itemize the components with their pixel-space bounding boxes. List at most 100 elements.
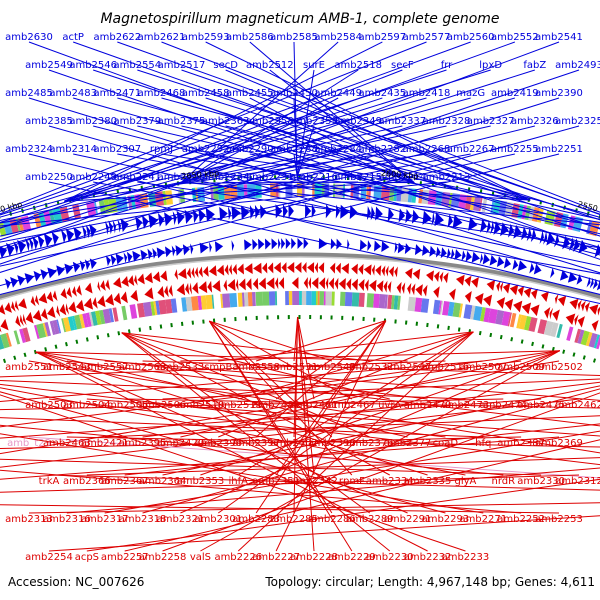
gene-leader-line — [137, 181, 600, 249]
gene-label: amb2321 — [157, 514, 205, 525]
gene-leader-line — [64, 153, 383, 202]
gene-label: amb2622 — [93, 32, 141, 43]
gene-leader-line — [93, 69, 600, 237]
gene-leader-line — [0, 41, 471, 215]
kbp-label: 2650 kbp — [181, 169, 219, 181]
gene-label: amb2316 — [43, 514, 91, 525]
gene-label: amb2504 — [63, 400, 111, 411]
gene-leader-line — [208, 320, 333, 438]
gene-label: amb2387 — [497, 438, 545, 449]
gene-leader-line — [180, 350, 560, 362]
gene-leader-line — [0, 436, 560, 480]
gene-leader-line — [297, 316, 315, 476]
gene-label: amb2252 — [497, 514, 545, 525]
gene-label: fabZ — [523, 60, 546, 71]
gene-label: amb2328 — [423, 116, 471, 127]
gene-label: amb2349 — [334, 116, 382, 127]
gene-leader-line — [66, 436, 600, 448]
gene-label: amb2458 — [182, 88, 230, 99]
gene-label: amb2475 — [517, 400, 565, 411]
gene-label: amb2213 — [423, 172, 471, 183]
gene-leader-line — [73, 153, 600, 267]
gene-label: amb2586 — [226, 32, 274, 43]
gene-label: amb2593 — [182, 32, 230, 43]
gene-label: amb2271 — [459, 514, 507, 525]
gene-leader-line — [121, 332, 371, 514]
gene-leader-line — [180, 181, 359, 184]
gene-label: amb2241 — [113, 172, 161, 183]
gene-label: amb2250 — [25, 172, 73, 183]
gene-label: amb2215 — [334, 172, 382, 183]
gene-label: amb2380 — [69, 116, 117, 127]
gene-label: amb2455 — [226, 88, 274, 99]
gene-label: amb2254 — [25, 552, 73, 563]
gene-label: amb2307 — [93, 144, 141, 155]
gene-leader-line — [205, 153, 531, 201]
gene-leader-line — [0, 380, 466, 400]
gene-label: amb2507 — [459, 362, 507, 373]
gene-label: amb2282 — [358, 144, 406, 155]
gene-leader-line — [180, 153, 339, 184]
gene-leader-line — [180, 350, 560, 514]
gene-label: amb2563 — [119, 362, 167, 373]
gene-label: amb2267 — [447, 144, 495, 155]
gene-label: amb2554 — [113, 60, 161, 71]
gene-label: amb2435 — [358, 88, 406, 99]
gene-leader-line — [86, 398, 600, 437]
gene-label: amb2418 — [403, 88, 451, 99]
gene-label: amb2512 — [246, 60, 294, 71]
gene-label: amb2471 — [93, 88, 141, 99]
gene-leader-line — [293, 316, 299, 514]
gene-leader-line — [0, 474, 580, 493]
gene-label: amb2337 — [378, 116, 426, 127]
gene-leader-line — [162, 385, 600, 476]
gene-leader-line — [0, 433, 484, 514]
gene-label: amb2506 — [139, 400, 187, 411]
gene-label: amb2621 — [138, 32, 186, 43]
gene-leader-line — [0, 41, 516, 229]
gene-leader-line — [137, 69, 600, 221]
gene-leader-line — [121, 332, 390, 400]
gene-label: amb2251 — [535, 144, 583, 155]
gene-leader-line — [269, 69, 415, 184]
gene-leader-line — [209, 320, 353, 400]
gene-leader-line — [0, 360, 560, 455]
reverse-gene-arrows — [0, 262, 600, 316]
gene-leader-line — [117, 97, 600, 229]
gene-leader-line — [142, 388, 600, 514]
gene-label: amb2549 — [25, 60, 73, 71]
gene-label: valS — [190, 552, 211, 563]
gene-leader-line — [249, 153, 415, 184]
gene-label: smpB — [204, 362, 232, 373]
gene-label: amb2483 — [49, 88, 97, 99]
gene-label: lpxD — [479, 60, 502, 71]
gene-label: actP — [62, 32, 84, 43]
gene-leader-line — [28, 436, 600, 479]
gene-leader-line — [64, 69, 403, 202]
gene-label: amb2379 — [113, 116, 161, 127]
gene-label: amb2312 — [555, 476, 600, 487]
gene-label: amb2533 — [157, 362, 205, 373]
gene-leader-line — [28, 97, 600, 274]
gene-label: amb2342 — [290, 476, 338, 487]
gene-leader-line — [0, 398, 542, 439]
gene-label: amb2228 — [290, 552, 338, 563]
gene-leader-line — [205, 97, 531, 201]
gene-label: amb2546 — [69, 60, 117, 71]
gene-label: amb2291 — [384, 514, 432, 525]
gene-label: acpS — [75, 552, 99, 563]
gene-leader-line — [249, 97, 415, 184]
genome-axis — [0, 252, 600, 301]
gene-label: amb2253 — [535, 514, 583, 525]
gene-label: amb2517 — [158, 60, 206, 71]
gene-label: amb2255 — [491, 144, 539, 155]
gene-leader-line — [0, 125, 580, 287]
gene-leader-line — [0, 97, 427, 218]
gene-label: amb2375 — [158, 116, 206, 127]
gene-leader-line — [93, 125, 600, 256]
gene-label: amb2288 — [270, 144, 318, 155]
gene-leader-line — [293, 97, 298, 178]
gene-leader-line — [275, 320, 387, 476]
